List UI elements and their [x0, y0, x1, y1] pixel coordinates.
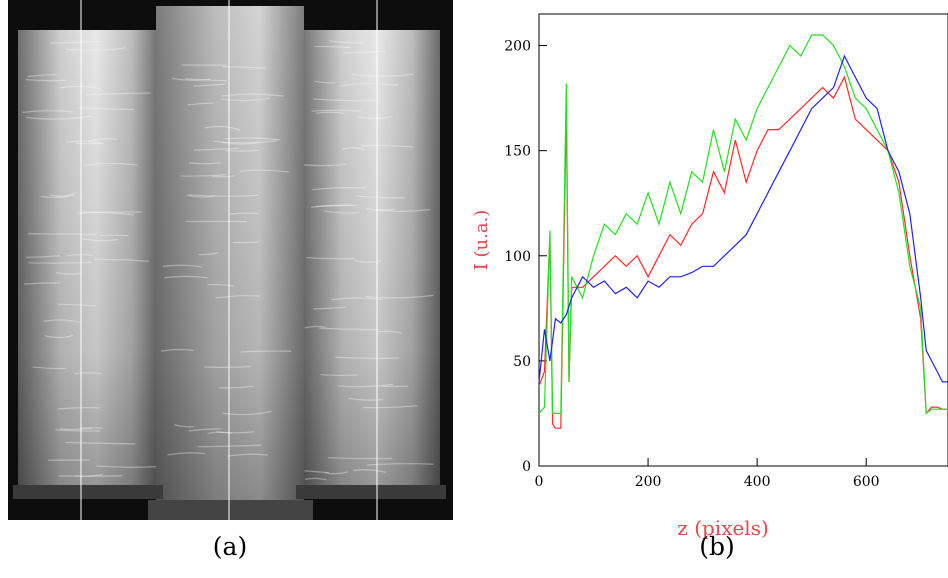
photo-streak	[28, 262, 92, 263]
y-tick-label: 150	[504, 144, 531, 160]
x-tick-label: 0	[535, 474, 544, 490]
x-tick-label: 200	[635, 474, 662, 490]
y-axis-label: I (u.a.)	[472, 210, 492, 271]
x-tick-label: 600	[853, 474, 880, 490]
column-photo-icon	[8, 0, 453, 520]
series-group	[539, 35, 948, 428]
caption-a: (a)	[190, 532, 270, 561]
series-line-1	[539, 77, 948, 428]
caption-b: (b)	[677, 532, 757, 561]
series-line-3	[539, 56, 948, 382]
y-tick-label: 100	[504, 249, 531, 265]
photo-streak	[80, 428, 103, 429]
x-tick-label: 400	[744, 474, 771, 490]
photo-streak	[28, 234, 97, 235]
photo-streak	[230, 213, 259, 214]
photo-streak	[60, 429, 92, 430]
y-tick-label: 200	[504, 39, 531, 55]
column-photo	[8, 0, 453, 520]
photo-streak	[226, 150, 259, 151]
plot-frame	[539, 14, 948, 466]
y-tick-label: 0	[522, 459, 531, 475]
y-tick-label: 50	[513, 354, 531, 370]
series-line-2	[539, 35, 948, 413]
